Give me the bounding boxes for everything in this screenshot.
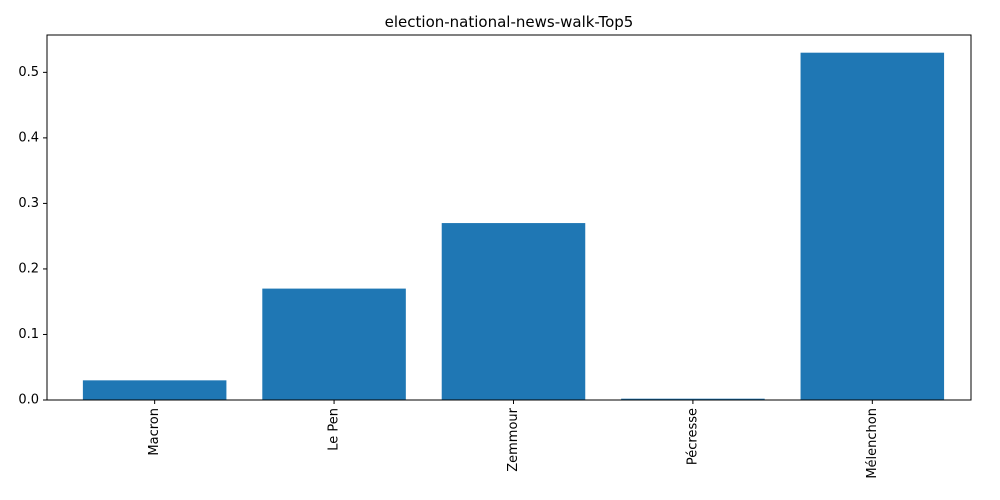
y-tick-label: 0.0 xyxy=(18,393,39,408)
x-tick-label: Le Pen xyxy=(327,408,342,451)
plot-frame xyxy=(46,34,972,401)
y-tick-label: 0.1 xyxy=(18,327,39,342)
chart-title: election-national-news-walk-Top5 xyxy=(385,13,634,31)
y-tick-label: 0.3 xyxy=(18,196,39,211)
y-tick-label: 0.5 xyxy=(18,65,39,80)
y-axis: 0.0 0.1 0.2 0.3 0.4 0.5 xyxy=(18,65,47,408)
x-tick-label: Pécresse xyxy=(685,408,700,465)
x-tick-label: Mélenchon xyxy=(865,408,880,479)
bar-le-pen xyxy=(262,288,406,400)
bar-m-lenchon xyxy=(800,52,945,400)
bar-p-cresse xyxy=(621,398,765,400)
x-tick-label: Macron xyxy=(147,408,162,456)
x-axis: Macron Le Pen Zemmour Pécresse Mélenchon xyxy=(147,400,880,479)
bar-macron xyxy=(82,380,227,400)
bar-zemmour xyxy=(441,223,586,400)
y-tick-label: 0.2 xyxy=(18,261,39,276)
x-tick-label: Zemmour xyxy=(506,407,521,471)
y-tick-label: 0.4 xyxy=(18,130,39,145)
bars-layer xyxy=(82,52,945,400)
